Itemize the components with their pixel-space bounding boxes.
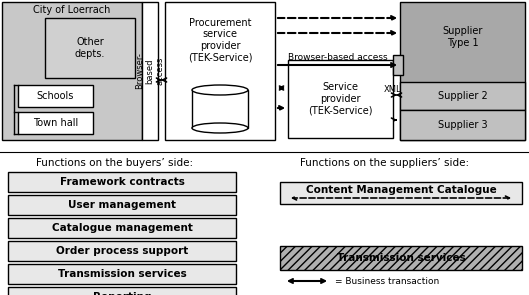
Bar [8, 218, 236, 238]
Text: Reporting: Reporting [93, 292, 151, 295]
Text: Schools: Schools [37, 91, 74, 101]
Ellipse shape [192, 123, 248, 133]
Bar [400, 82, 525, 110]
Bar [288, 60, 393, 138]
Bar [165, 2, 275, 140]
Bar [18, 112, 93, 134]
Text: Framework contracts: Framework contracts [60, 177, 185, 187]
Text: Transmission services: Transmission services [58, 269, 186, 279]
Bar [8, 195, 236, 215]
Text: Browser-based access: Browser-based access [288, 53, 387, 63]
Text: City of Loerrach: City of Loerrach [33, 5, 111, 15]
Text: Order process support: Order process support [56, 246, 188, 256]
Bar [8, 264, 236, 284]
Text: Supplier 3: Supplier 3 [437, 120, 487, 130]
Bar [400, 110, 525, 140]
Bar [2, 2, 142, 140]
Bar [8, 287, 236, 295]
Text: Supplier 2: Supplier 2 [437, 91, 487, 101]
Text: Other
depts.: Other depts. [75, 37, 105, 59]
Text: Procurement
service
provider
(TEK-Service): Procurement service provider (TEK-Servic… [188, 18, 252, 63]
Text: Town hall: Town hall [33, 118, 78, 128]
Text: = Business transaction: = Business transaction [335, 276, 439, 286]
Bar [8, 241, 236, 261]
Text: Content Management Catalogue: Content Management Catalogue [306, 185, 496, 195]
Text: Catalogue management: Catalogue management [51, 223, 193, 233]
Bar [280, 182, 522, 204]
Bar [280, 246, 522, 270]
Text: Supplier
Type 1: Supplier Type 1 [442, 26, 482, 48]
Bar [142, 2, 158, 140]
Bar [18, 85, 93, 107]
Text: XML: XML [384, 86, 402, 94]
Bar [45, 18, 135, 78]
Text: Functions on the suppliers’ side:: Functions on the suppliers’ side: [300, 158, 470, 168]
Bar [393, 55, 403, 75]
Text: Functions on the buyers’ side:: Functions on the buyers’ side: [37, 158, 194, 168]
Bar [192, 90, 248, 128]
Text: User management: User management [68, 200, 176, 210]
Text: Browser-
based
access: Browser- based access [135, 53, 165, 89]
Bar [8, 172, 236, 192]
Ellipse shape [192, 85, 248, 95]
Text: Transmission services: Transmission services [336, 253, 466, 263]
Bar [400, 2, 525, 140]
Text: Service
provider
(TEK-Service): Service provider (TEK-Service) [308, 82, 373, 116]
